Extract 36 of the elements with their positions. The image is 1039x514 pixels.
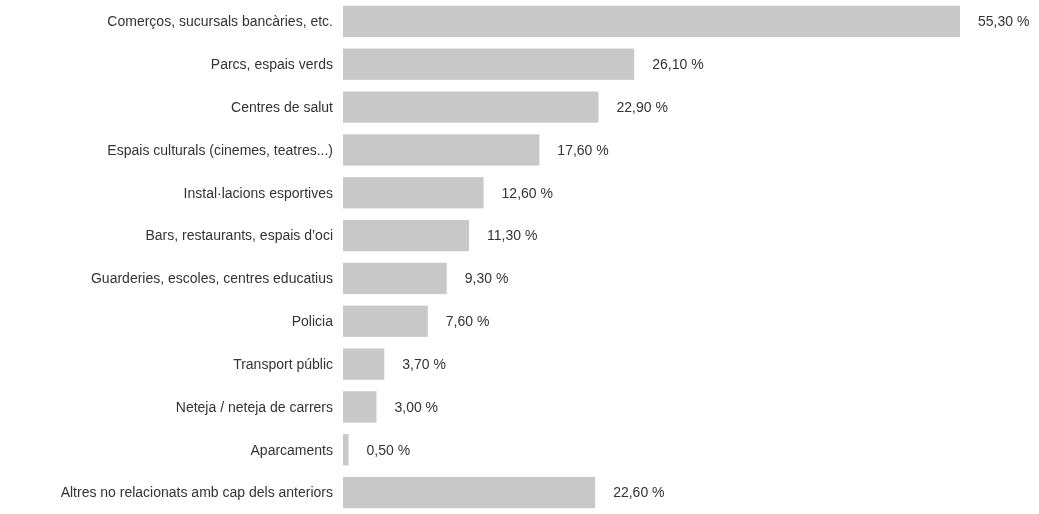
y-tick-label: Instal·lacions esportives xyxy=(183,184,333,201)
bar xyxy=(343,48,635,80)
data-label: 3,00 % xyxy=(394,398,439,415)
data-label: 22,90 % xyxy=(616,98,668,115)
y-tick-label: Neteja / neteja de carrers xyxy=(175,398,333,415)
data-label: 7,60 % xyxy=(445,313,490,330)
data-label: 11,30 % xyxy=(487,227,538,244)
data-label: 17,60 % xyxy=(557,141,609,158)
y-tick-label: Transport públic xyxy=(233,355,333,372)
bar xyxy=(343,91,599,123)
y-tick-label: Altres no relacionats amb cap dels anteriors xyxy=(60,484,333,501)
bar xyxy=(343,262,447,295)
bar xyxy=(343,434,349,466)
y-tick-label: Bars, restaurants, espais d’oci xyxy=(145,227,333,244)
data-label: 22,60 % xyxy=(613,484,665,501)
bar xyxy=(343,134,540,166)
bar xyxy=(343,305,428,337)
bar xyxy=(343,391,377,423)
bar xyxy=(343,219,470,252)
data-label: 9,30 % xyxy=(464,270,509,287)
y-tick-label: Centres de salut xyxy=(231,98,334,115)
bar xyxy=(343,476,596,509)
data-label: 55,30 % xyxy=(978,13,1030,30)
y-tick-label: Parcs, espais verds xyxy=(210,56,333,73)
y-tick-label: Aparcaments xyxy=(250,441,333,458)
y-tick-label: Policia xyxy=(291,313,334,330)
data-label: 26,10 % xyxy=(652,56,704,73)
y-tick-label: Espais culturals (cinemes, teatres...) xyxy=(107,141,333,158)
bar xyxy=(343,177,484,209)
bar xyxy=(343,5,960,38)
y-tick-label: Guarderies, escoles, centres educatius xyxy=(90,270,333,287)
data-label: 0,50 % xyxy=(366,441,411,458)
bar xyxy=(343,348,385,380)
data-label: 12,60 % xyxy=(501,184,553,201)
data-label: 3,70 % xyxy=(402,355,446,372)
y-tick-label: Comerços, sucursals bancàries, etc. xyxy=(107,13,333,30)
